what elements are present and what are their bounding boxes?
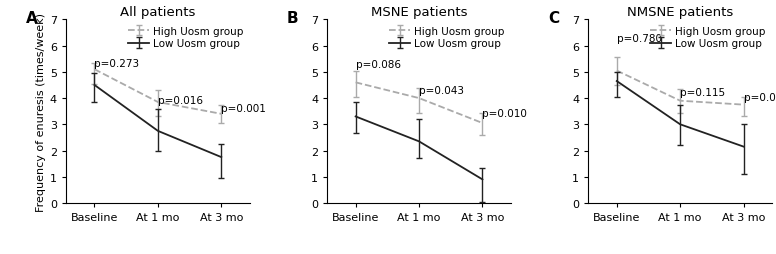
Text: p=0.086: p=0.086 [355, 60, 400, 70]
Text: p=0.014: p=0.014 [743, 93, 776, 103]
Y-axis label: Frequency of enuresis (times/week): Frequency of enuresis (times/week) [36, 13, 46, 211]
Legend: High Uosm group, Low Uosm group: High Uosm group, Low Uosm group [127, 25, 244, 50]
Text: p=0.115: p=0.115 [681, 87, 726, 97]
Title: NMSNE patients: NMSNE patients [627, 6, 733, 19]
Title: MSNE patients: MSNE patients [371, 6, 467, 19]
Text: p=0.780: p=0.780 [617, 34, 662, 44]
Text: p=0.010: p=0.010 [483, 108, 528, 118]
Text: p=0.001: p=0.001 [221, 103, 266, 113]
Text: C: C [548, 11, 559, 26]
Text: p=0.016: p=0.016 [158, 95, 203, 105]
Text: p=0.043: p=0.043 [419, 86, 464, 96]
Text: B: B [286, 11, 298, 26]
Legend: High Uosm group, Low Uosm group: High Uosm group, Low Uosm group [650, 25, 767, 50]
Text: p=0.273: p=0.273 [95, 59, 140, 69]
Title: All patients: All patients [120, 6, 196, 19]
Legend: High Uosm group, Low Uosm group: High Uosm group, Low Uosm group [388, 25, 506, 50]
Text: A: A [26, 11, 37, 26]
